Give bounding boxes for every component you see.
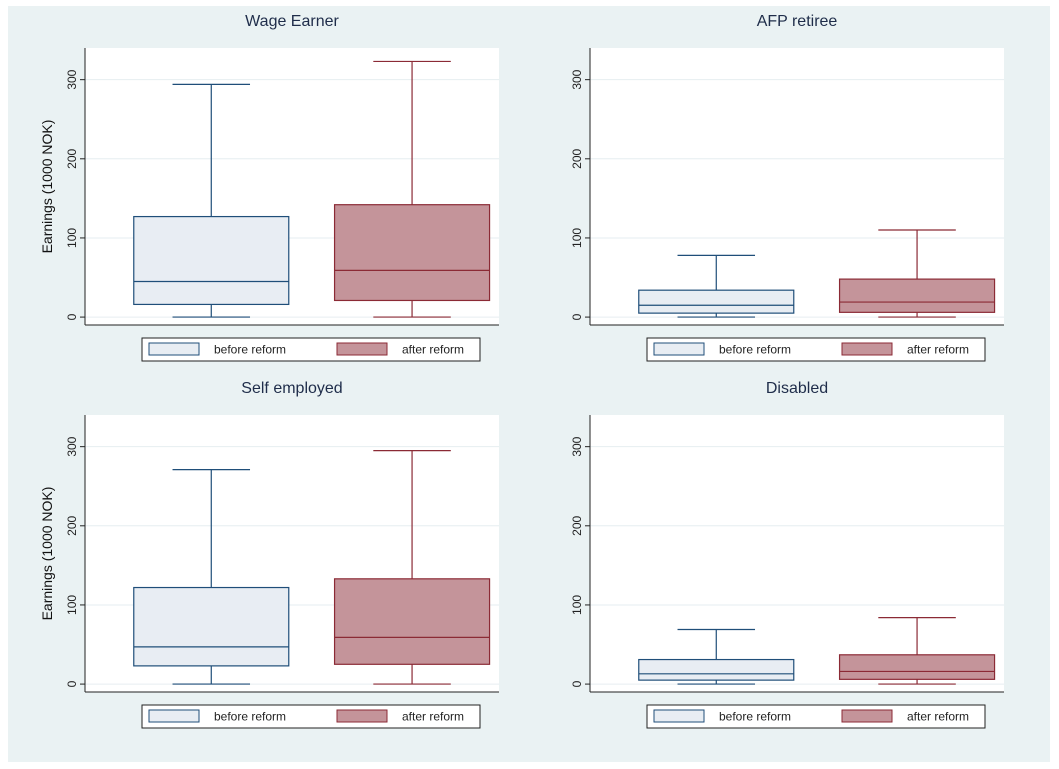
iqr-box xyxy=(838,654,996,680)
legend-swatch xyxy=(841,709,893,723)
y-axis-title: Earnings (1000 NOK) xyxy=(39,487,55,621)
legend-swatch xyxy=(841,342,893,356)
iqr-box xyxy=(133,586,290,667)
box-1 xyxy=(838,617,996,685)
iqr-box xyxy=(333,204,491,302)
iqr-box xyxy=(638,289,795,314)
box-0 xyxy=(638,628,795,685)
legend-swatch xyxy=(336,342,388,356)
legend-swatch xyxy=(148,709,200,723)
chart-title: Wage Earner xyxy=(245,13,339,30)
legend-label: before reform xyxy=(719,710,791,724)
y-tick-label: 300 xyxy=(570,436,584,456)
y-tick-label: 0 xyxy=(65,680,79,687)
y-tick-label: 300 xyxy=(570,69,584,89)
legend-swatch xyxy=(653,709,705,723)
box-0 xyxy=(638,254,795,318)
legend-swatch xyxy=(653,342,705,356)
figure: Wage Earner 0 100 200 300 Earnings (1000 NOK)… xyxy=(8,6,1050,762)
legend-label: after reform xyxy=(402,710,464,724)
y-tick-label: 300 xyxy=(65,436,79,456)
legend-label: before reform xyxy=(214,343,286,357)
panel-1: AFP retiree 0 100 200 300 before reform after … xyxy=(570,13,1004,362)
legend: before reform after reform xyxy=(646,704,986,729)
legend: before reform after reform xyxy=(646,337,986,362)
legend: before reform after reform xyxy=(141,704,481,729)
box-1 xyxy=(333,60,491,318)
chart-title: AFP retiree xyxy=(757,13,838,30)
y-tick-label: 0 xyxy=(65,313,79,320)
legend-swatch xyxy=(336,709,388,723)
y-tick-label: 200 xyxy=(65,515,79,535)
box-1 xyxy=(838,229,996,318)
panel-0: Wage Earner 0 100 200 300 Earnings (1000 NOK)… xyxy=(39,13,499,362)
legend-box xyxy=(646,704,986,729)
y-tick-label: 100 xyxy=(65,595,79,615)
y-tick-label: 100 xyxy=(65,228,79,248)
box-0 xyxy=(133,469,290,685)
y-tick-label: 200 xyxy=(570,148,584,168)
legend-label: after reform xyxy=(907,710,969,724)
iqr-box xyxy=(838,278,996,313)
y-tick-label: 0 xyxy=(570,680,584,687)
y-axis-title: Earnings (1000 NOK) xyxy=(39,120,55,254)
chart-title: Self employed xyxy=(241,380,342,397)
box-1 xyxy=(333,450,491,685)
panel-3: Disabled 0 100 200 300 before reform after ref… xyxy=(570,380,1004,729)
y-tick-label: 100 xyxy=(570,595,584,615)
chart-title: Disabled xyxy=(766,380,828,397)
legend-label: after reform xyxy=(402,343,464,357)
legend-swatch xyxy=(148,342,200,356)
legend-label: before reform xyxy=(214,710,286,724)
panel-2: Self employed 0 100 200 300 Earnings (1000 NO… xyxy=(39,380,499,729)
iqr-box xyxy=(333,578,491,665)
iqr-box xyxy=(638,658,795,681)
legend-label: after reform xyxy=(907,343,969,357)
legend-box xyxy=(141,337,481,362)
legend-box xyxy=(646,337,986,362)
legend-label: before reform xyxy=(719,343,791,357)
y-tick-label: 300 xyxy=(65,69,79,89)
y-tick-label: 200 xyxy=(65,148,79,168)
y-tick-label: 0 xyxy=(570,313,584,320)
legend: before reform after reform xyxy=(141,337,481,362)
y-tick-label: 200 xyxy=(570,515,584,535)
iqr-box xyxy=(133,215,290,306)
legend-box xyxy=(141,704,481,729)
y-tick-label: 100 xyxy=(570,228,584,248)
chart-svg: Wage Earner 0 100 200 300 Earnings (1000 NOK)… xyxy=(39,13,1004,729)
plot-area xyxy=(590,415,1004,692)
box-0 xyxy=(133,83,290,318)
